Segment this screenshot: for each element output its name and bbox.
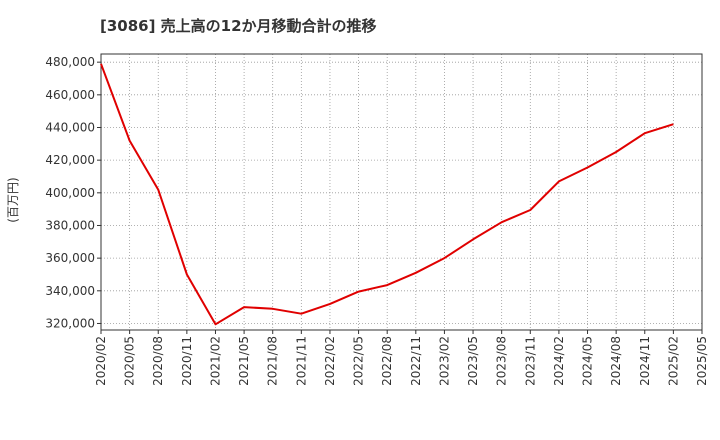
x-tick-label: 2024/02 [552,336,566,386]
x-tick-label: 2025/05 [695,336,709,386]
y-tick-label: 400,000 [45,186,95,200]
y-tick-label: 360,000 [45,251,95,265]
x-axis-ticks: 2020/02 2020/05 2020/08 2020/11 2021/02 2021/… [94,330,709,386]
x-tick-label: 2021/11 [294,336,308,386]
x-tick-label: 2023/02 [437,336,451,386]
y-tick-label: 380,000 [45,218,95,232]
x-tick-label: 2021/05 [237,336,251,386]
y-tick-label: 440,000 [45,120,95,134]
y-axis-ticks: 320,000 340,000 360,000 380,000 400,000 420,0… [45,55,101,330]
y-tick-label: 460,000 [45,88,95,102]
x-tick-label: 2021/08 [266,336,280,386]
x-tick-label: 2020/08 [151,336,165,386]
x-tick-label: 2020/02 [94,336,108,386]
x-tick-label: 2022/02 [323,336,337,386]
y-tick-label: 340,000 [45,284,95,298]
x-tick-label: 2024/11 [638,336,652,386]
x-tick-label: 2023/11 [523,336,537,386]
y-tick-label: 320,000 [45,316,95,330]
x-tick-label: 2023/08 [495,336,509,386]
x-tick-label: 2025/02 [666,336,680,386]
x-tick-label: 2022/08 [380,336,394,386]
x-tick-label: 2021/02 [208,336,222,386]
grid [101,54,702,330]
chart-title: [3086] 売上高の12か月移動合計の推移 [100,17,377,35]
y-axis-label: (百万円) [6,177,20,222]
x-tick-label: 2022/05 [352,336,366,386]
x-tick-label: 2020/05 [123,336,137,386]
x-tick-label: 2020/11 [180,336,194,386]
series-line [100,63,674,326]
y-tick-label: 420,000 [45,153,95,167]
plot-frame [100,53,703,331]
x-tick-label: 2024/08 [609,336,623,386]
x-tick-label: 2022/11 [409,336,423,386]
x-tick-label: 2023/05 [466,336,480,386]
series-group [100,63,674,326]
x-tick-label: 2024/05 [581,336,595,386]
y-tick-label: 480,000 [45,55,95,69]
